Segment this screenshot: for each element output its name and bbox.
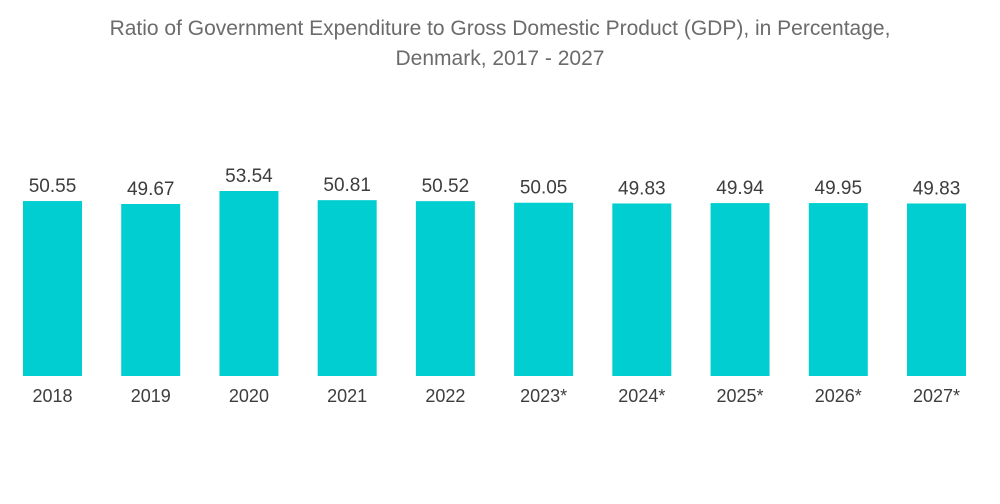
value-label: 53.54 bbox=[225, 166, 273, 187]
x-tick-label: 2026* bbox=[815, 386, 862, 406]
value-label: 50.55 bbox=[29, 176, 77, 197]
chart-title-line-1: Ratio of Government Expenditure to Gross… bbox=[109, 17, 891, 40]
bar-2026-forecast bbox=[808, 203, 868, 376]
bar-2022 bbox=[415, 201, 475, 376]
bar-2025-forecast bbox=[710, 203, 770, 376]
x-tick-label: 2021 bbox=[327, 386, 367, 406]
x-tick-label: 2020 bbox=[229, 386, 269, 406]
value-label: 49.95 bbox=[815, 178, 863, 199]
value-label: 50.81 bbox=[323, 175, 371, 196]
bar-2019 bbox=[121, 204, 181, 376]
x-tick-label: 2019 bbox=[131, 386, 171, 406]
bar-2018 bbox=[23, 201, 82, 376]
value-label: 50.52 bbox=[422, 176, 470, 197]
x-tick-label: 2022 bbox=[425, 386, 465, 406]
bar-2027-forecast bbox=[907, 203, 966, 376]
value-label: 50.05 bbox=[520, 178, 568, 199]
x-tick-label: 2024* bbox=[618, 386, 665, 406]
x-tick-label: 2018 bbox=[32, 386, 72, 406]
bar-2024-forecast bbox=[612, 203, 672, 376]
value-label: 49.83 bbox=[913, 178, 961, 199]
chart-title-line-2: Denmark, 2017 - 2027 bbox=[395, 47, 605, 70]
bar-2021 bbox=[317, 200, 377, 376]
bar-2023-forecast bbox=[514, 202, 574, 376]
x-tick-label: 2023* bbox=[520, 386, 567, 406]
x-tick-label: 2027* bbox=[913, 386, 960, 406]
bar-2020 bbox=[219, 191, 279, 376]
value-label: 49.67 bbox=[127, 179, 175, 200]
value-label: 49.83 bbox=[618, 178, 666, 199]
x-tick-label: 2025* bbox=[717, 386, 764, 406]
chart-title: Ratio of Government Expenditure to Gross… bbox=[0, 14, 1000, 74]
value-label: 49.94 bbox=[716, 178, 764, 199]
